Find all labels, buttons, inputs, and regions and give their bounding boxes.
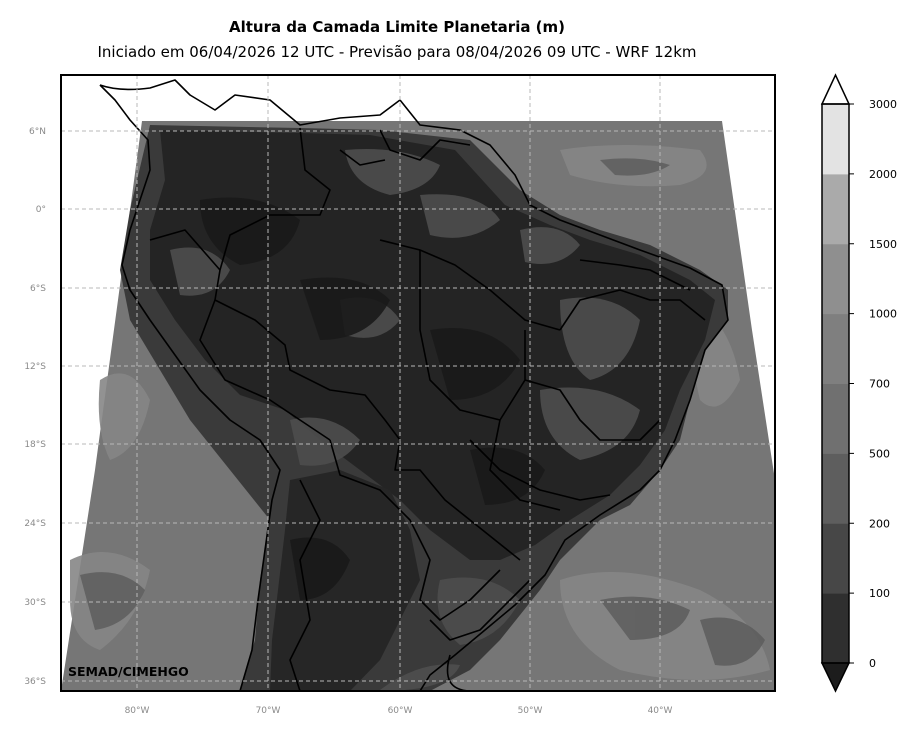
colorbar-extend-min xyxy=(820,662,851,693)
map-frame xyxy=(60,74,776,692)
colorbar-tick-label: 100 xyxy=(869,587,890,600)
political-borders xyxy=(99,79,729,691)
colorbar-band xyxy=(822,313,849,384)
lat-label-12s: 12°S xyxy=(24,362,46,372)
map-title: Altura da Camada Limite Planetaria (m) xyxy=(228,18,566,36)
lat-label-6s: 6°S xyxy=(30,284,46,294)
credit-label: SEMAD/CIMEHGO xyxy=(68,664,189,679)
lat-label-30s: 30°S xyxy=(24,598,46,608)
colorbar-tick-label: 500 xyxy=(869,447,890,460)
graticule xyxy=(61,75,775,691)
colorbar-bands xyxy=(822,104,849,664)
lat-label-6n: 6°N xyxy=(29,127,46,137)
colorbar-tick-label: 700 xyxy=(869,378,890,391)
colorbar-band xyxy=(822,383,849,454)
map-subtitle: Iniciado em 06/04/2026 12 UTC - Previsão… xyxy=(97,43,697,61)
colorbar-tick-label: 200 xyxy=(869,517,890,530)
map-panel: SEMAD/CIMEHGO xyxy=(61,75,775,691)
colorbar-extend-max xyxy=(820,73,851,105)
lat-label-0: 0° xyxy=(36,205,46,215)
colorbar-band xyxy=(822,593,849,664)
colorbar-tick-label: 3000 xyxy=(869,98,897,111)
lat-axis: 6°N 0° 6°S 12°S 18°S 24°S 30°S 36°S xyxy=(24,127,46,687)
lat-label-18s: 18°S xyxy=(24,440,46,450)
colorbar-band xyxy=(822,243,849,315)
colorbar-tick-label: 0 xyxy=(869,657,876,670)
colorbar-ticks: 0 100 200 500 700 1000 1500 2000 3000 xyxy=(849,98,897,670)
land-texture xyxy=(170,149,640,691)
lon-label-70w: 70°W xyxy=(256,706,281,716)
colorbar-tick-label: 2000 xyxy=(869,168,897,181)
colorbar-band xyxy=(822,173,849,245)
ocean-shading-dark xyxy=(80,158,765,666)
lon-label-50w: 50°W xyxy=(518,706,543,716)
lon-axis: 80°W 70°W 60°W 50°W 40°W xyxy=(125,706,673,716)
lon-label-60w: 60°W xyxy=(388,706,413,716)
land-low-south xyxy=(270,470,420,691)
lon-label-80w: 80°W xyxy=(125,706,150,716)
colorbar-tick-label: 1000 xyxy=(869,308,897,321)
colorbar-band xyxy=(822,104,849,175)
colorbar-tick-label: 1500 xyxy=(869,238,897,251)
colorbar: 0 100 200 500 700 1000 1500 2000 3000 xyxy=(820,73,897,693)
colorbar-band xyxy=(822,523,849,594)
colorbar-band xyxy=(822,453,849,524)
lat-label-36s: 36°S xyxy=(24,677,46,687)
lat-label-24s: 24°S xyxy=(24,519,46,529)
lon-label-40w: 40°W xyxy=(648,706,673,716)
